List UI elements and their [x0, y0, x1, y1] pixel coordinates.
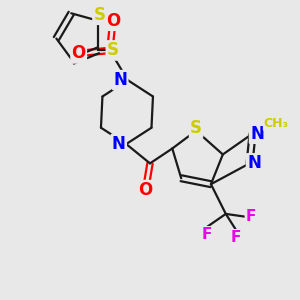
Text: N: N	[113, 71, 127, 89]
Text: S: S	[190, 119, 202, 137]
Text: N: N	[250, 125, 264, 143]
Text: F: F	[246, 209, 256, 224]
Text: CH₃: CH₃	[264, 117, 289, 130]
Text: S: S	[94, 6, 106, 24]
Text: O: O	[106, 12, 120, 30]
Text: O: O	[138, 181, 153, 199]
Text: F: F	[201, 227, 212, 242]
Text: F: F	[231, 230, 242, 245]
Text: N: N	[247, 154, 261, 172]
Text: N: N	[112, 135, 126, 153]
Text: O: O	[71, 44, 86, 62]
Text: S: S	[107, 41, 119, 59]
